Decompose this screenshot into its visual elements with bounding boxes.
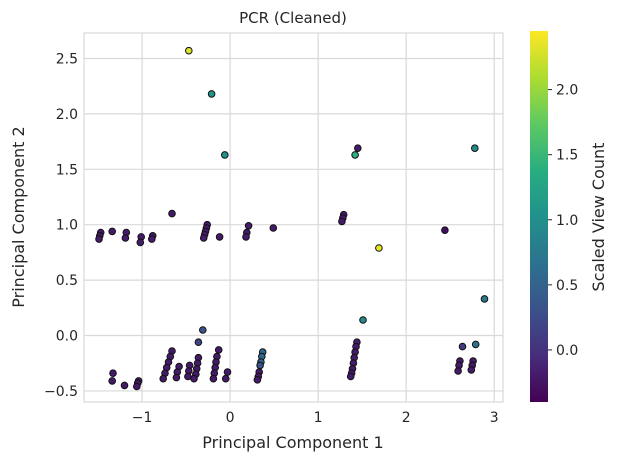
scatter-point bbox=[133, 382, 141, 391]
scatter-point bbox=[221, 374, 230, 383]
scatter-point bbox=[214, 346, 223, 354]
x-tick-label: 1 bbox=[314, 410, 323, 426]
scatter-point bbox=[256, 361, 264, 370]
scatter-point bbox=[159, 374, 167, 383]
scatter-point bbox=[471, 340, 480, 349]
x-tick-label: −1 bbox=[132, 410, 153, 426]
scatter-point bbox=[244, 222, 253, 230]
scatter-point bbox=[108, 227, 116, 236]
scatter-point bbox=[108, 377, 116, 385]
colorbar-ticks: 0.0 0.5 1.0 1.5 2.0 bbox=[548, 83, 578, 359]
y-tick-label: 1.5 bbox=[56, 162, 78, 178]
y-tick-label: 2.5 bbox=[56, 51, 78, 67]
colorbar-tick-label: 0.0 bbox=[556, 343, 578, 359]
x-tick-label: 0 bbox=[226, 410, 235, 426]
scatter-point bbox=[172, 373, 181, 382]
y-tick-label: −0.5 bbox=[44, 384, 78, 400]
scatter-point bbox=[351, 151, 359, 159]
scatter-point bbox=[199, 234, 208, 242]
scatter-point bbox=[375, 244, 383, 252]
y-tick-label: 1.0 bbox=[56, 218, 78, 234]
scatter-point bbox=[253, 376, 262, 384]
scatter-point bbox=[190, 374, 198, 383]
scatter-point bbox=[109, 369, 117, 378]
scatter-point bbox=[359, 316, 367, 324]
colorbar bbox=[530, 31, 548, 402]
scatter-point bbox=[454, 367, 462, 375]
y-axis-ticks: −0.5 0.0 0.5 1.0 1.5 2.0 2.5 bbox=[44, 51, 78, 399]
scatter-point bbox=[242, 233, 250, 241]
plot-area bbox=[83, 32, 504, 403]
scatter-point bbox=[346, 372, 355, 381]
scatter-point bbox=[467, 366, 476, 374]
y-axis-label: Principal Component 2 bbox=[9, 126, 28, 307]
x-axis-label: Principal Component 1 bbox=[202, 433, 383, 452]
scatter-point bbox=[338, 217, 346, 226]
scatter-point bbox=[136, 238, 145, 247]
scatter-point bbox=[199, 326, 207, 334]
colorbar-tick-label: 0.5 bbox=[556, 278, 578, 294]
scatter-point bbox=[215, 233, 224, 241]
scatter-point bbox=[207, 90, 216, 98]
colorbar-label: Scaled View Count bbox=[589, 143, 608, 292]
scatter-point bbox=[480, 295, 489, 303]
scatter-point bbox=[185, 46, 193, 55]
scatter-point bbox=[95, 235, 103, 243]
scatter-point bbox=[120, 381, 129, 390]
data-points bbox=[95, 46, 489, 391]
scatter-point bbox=[441, 226, 449, 234]
y-tick-label: 0.0 bbox=[56, 329, 78, 345]
y-tick-label: 0.5 bbox=[56, 273, 78, 289]
y-tick-label: 2.0 bbox=[56, 107, 78, 123]
scatter-point bbox=[221, 151, 229, 159]
scatter-point bbox=[168, 209, 176, 218]
scatter-point bbox=[121, 234, 130, 242]
x-tick-label: 2 bbox=[402, 410, 411, 426]
grid-lines bbox=[84, 33, 503, 402]
colorbar-tick-label: 2.0 bbox=[556, 83, 578, 99]
scatter-point bbox=[209, 374, 218, 383]
colorbar-tick-label: 1.0 bbox=[556, 213, 578, 229]
x-tick-label: 3 bbox=[490, 410, 499, 426]
scatter-point bbox=[471, 144, 479, 152]
scatter-point bbox=[148, 235, 156, 243]
scatter-point bbox=[458, 342, 467, 351]
scatter-point bbox=[223, 368, 232, 376]
chart-title: PCR (Cleaned) bbox=[239, 9, 347, 27]
scatter-point bbox=[269, 224, 278, 232]
scatter-point bbox=[354, 144, 362, 152]
scatter-point bbox=[194, 338, 203, 347]
x-axis-ticks: −1 0 1 2 3 bbox=[132, 410, 499, 426]
colorbar-tick-label: 1.5 bbox=[556, 148, 578, 164]
